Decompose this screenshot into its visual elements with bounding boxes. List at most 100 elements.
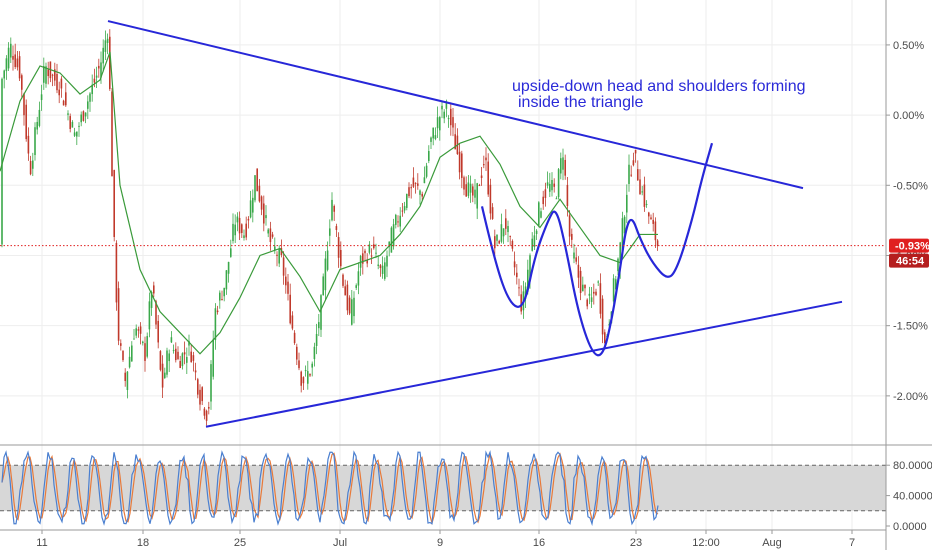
- x-tick-label: 11: [36, 537, 47, 549]
- candle-body: [623, 216, 626, 234]
- candle-body: [216, 310, 219, 313]
- candle-body: [276, 254, 278, 256]
- candle-body: [98, 65, 100, 69]
- candle-body: [181, 353, 184, 367]
- candle-body: [498, 240, 500, 244]
- candle-body: [496, 234, 498, 241]
- moving-average-line: [0, 51, 658, 355]
- stochastic-pane: [0, 450, 886, 527]
- candle-body: [304, 370, 307, 372]
- candle-body: [410, 187, 412, 189]
- candle-body: [540, 211, 542, 218]
- candle-body: [153, 285, 155, 294]
- candle-body: [346, 284, 349, 311]
- time-axis[interactable]: 11 18 25 Jul 9 16 23 12:00 Aug 7: [36, 530, 855, 549]
- candle-body: [557, 169, 560, 198]
- trendlines: [107, 20, 843, 428]
- candle-body: [111, 91, 113, 177]
- candle-body: [544, 189, 547, 199]
- candle-body: [351, 299, 353, 325]
- candle-body: [76, 131, 78, 137]
- candle-body: [408, 187, 410, 197]
- candle-body: [458, 151, 461, 173]
- candle-body: [507, 226, 509, 233]
- candle-body: [7, 47, 10, 69]
- candle-body: [634, 149, 637, 154]
- candle-body: [533, 235, 536, 247]
- candle-body: [601, 298, 604, 335]
- candle-body: [529, 255, 531, 280]
- candle-body: [524, 286, 527, 299]
- candle-body: [630, 174, 632, 176]
- candle-body: [406, 193, 408, 208]
- y-tick-label: -2.00%: [893, 391, 928, 403]
- candle-body: [313, 346, 316, 360]
- candle-body: [32, 160, 34, 169]
- candle-body: [60, 78, 63, 89]
- candle-body: [144, 343, 146, 361]
- candle-body: [637, 169, 639, 181]
- candle-body: [348, 297, 351, 314]
- candle-body: [632, 160, 635, 166]
- candle-body: [16, 58, 19, 68]
- candle-body: [379, 265, 382, 269]
- candle-body: [315, 334, 318, 346]
- candle-body: [45, 66, 47, 84]
- candle-body: [326, 250, 329, 270]
- candle-body: [615, 279, 617, 290]
- candle-body: [474, 189, 476, 198]
- candle-body: [549, 183, 551, 192]
- candle-body: [104, 40, 107, 52]
- candle-body: [491, 207, 494, 219]
- candle-body: [652, 219, 654, 224]
- candle-body: [489, 184, 492, 214]
- candle-body: [21, 75, 23, 90]
- triangle-trendline[interactable]: [107, 20, 804, 190]
- candle-body: [551, 179, 553, 191]
- candle-body: [146, 336, 148, 357]
- candle-body: [126, 371, 129, 390]
- candle-body: [639, 179, 641, 195]
- candle-body: [505, 218, 507, 229]
- candle-body: [392, 224, 395, 247]
- candle-body: [5, 58, 8, 72]
- candle-body: [36, 121, 38, 130]
- candle-body: [478, 185, 481, 187]
- candle-body: [417, 183, 419, 186]
- candle-body: [139, 326, 142, 334]
- candle-body: [135, 328, 137, 336]
- candle-body: [399, 215, 401, 227]
- candle-body: [82, 111, 85, 121]
- x-tick-label: 18: [137, 537, 149, 549]
- candle-body: [555, 198, 558, 200]
- last-value-badge-bg: [889, 238, 929, 253]
- candle-body: [335, 226, 338, 230]
- candle-body: [353, 297, 355, 317]
- candle-body: [553, 183, 555, 187]
- candle-body: [425, 165, 428, 177]
- candle-body: [527, 269, 529, 292]
- candle-body: [373, 244, 375, 249]
- candle-body: [388, 241, 390, 248]
- candle-body: [271, 234, 274, 237]
- candle-body: [414, 182, 417, 184]
- candle-body: [43, 66, 45, 83]
- candle-body: [538, 202, 540, 226]
- candle-body: [300, 371, 302, 386]
- y-tick-label: -0.50%: [893, 180, 928, 192]
- candle-body: [236, 216, 239, 223]
- candle-body: [142, 341, 144, 344]
- candle-body: [23, 93, 25, 116]
- triangle-trendline[interactable]: [205, 300, 843, 428]
- candle-body: [566, 184, 569, 207]
- candle-body: [254, 175, 256, 201]
- osc-tick-label: 80.0000: [893, 460, 932, 472]
- candle-body: [18, 56, 21, 79]
- candle-body: [643, 184, 646, 207]
- candle-body: [212, 339, 214, 377]
- candle-body: [535, 230, 538, 235]
- candle-body: [500, 224, 503, 242]
- candle-body: [29, 160, 32, 175]
- candle-body: [619, 242, 621, 269]
